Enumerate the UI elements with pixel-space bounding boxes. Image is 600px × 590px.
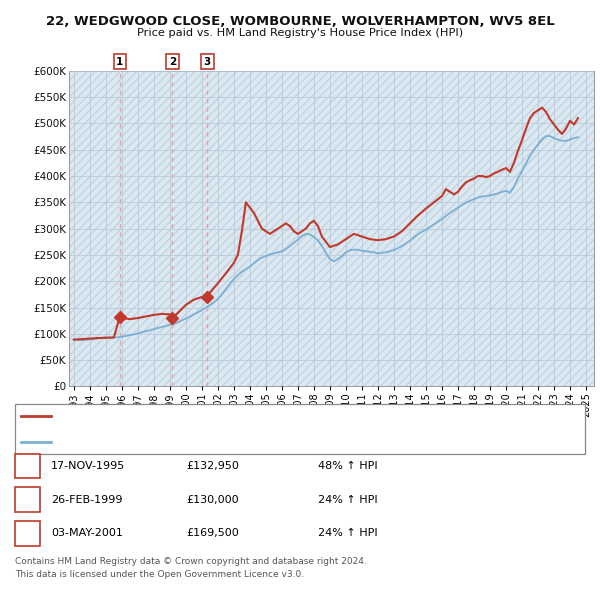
Text: 3: 3 [24,529,31,538]
Text: 2: 2 [24,495,31,504]
Text: 22, WEDGWOOD CLOSE, WOMBOURNE, WOLVERHAMPTON, WV5 8EL: 22, WEDGWOOD CLOSE, WOMBOURNE, WOLVERHAM… [46,15,554,28]
Text: 03-MAY-2001: 03-MAY-2001 [51,529,123,538]
Text: 17-NOV-1995: 17-NOV-1995 [51,461,125,471]
Text: 2: 2 [169,57,176,67]
Text: 24% ↑ HPI: 24% ↑ HPI [318,495,377,504]
Text: 1: 1 [24,461,31,471]
Text: HPI: Average price, detached house, South Staffordshire: HPI: Average price, detached house, Sout… [57,437,332,447]
Text: £169,500: £169,500 [186,529,239,538]
Text: 48% ↑ HPI: 48% ↑ HPI [318,461,377,471]
Text: 22, WEDGWOOD CLOSE, WOMBOURNE, WOLVERHAMPTON, WV5 8EL (detached house): 22, WEDGWOOD CLOSE, WOMBOURNE, WOLVERHAM… [57,411,484,421]
Text: 1: 1 [116,57,124,67]
Text: £130,000: £130,000 [186,495,239,504]
Text: Contains HM Land Registry data © Crown copyright and database right 2024.: Contains HM Land Registry data © Crown c… [15,558,367,566]
Text: Price paid vs. HM Land Registry's House Price Index (HPI): Price paid vs. HM Land Registry's House … [137,28,463,38]
Text: 3: 3 [203,57,211,67]
Text: 24% ↑ HPI: 24% ↑ HPI [318,529,377,538]
Text: 26-FEB-1999: 26-FEB-1999 [51,495,122,504]
Text: £132,950: £132,950 [186,461,239,471]
Text: This data is licensed under the Open Government Licence v3.0.: This data is licensed under the Open Gov… [15,571,304,579]
